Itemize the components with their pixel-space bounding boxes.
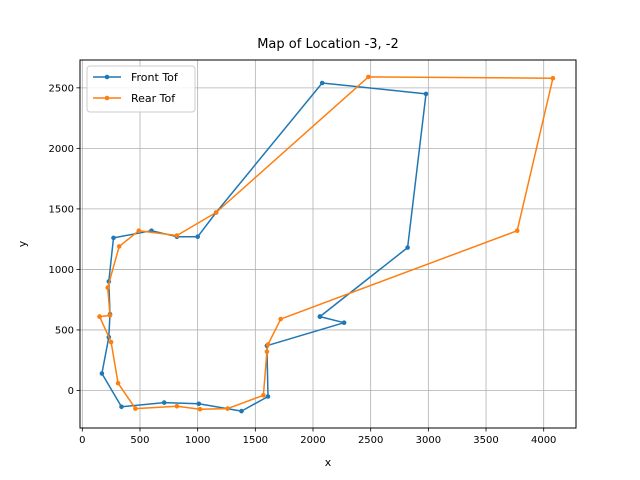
data-point-rear-tof (105, 285, 110, 290)
data-point-rear-tof (174, 233, 180, 238)
data-point-rear-tof (278, 316, 284, 322)
x-tick-label: 2000 (300, 435, 325, 446)
data-point-rear-tof (213, 210, 219, 215)
data-point-front-tof (341, 320, 347, 326)
data-point-front-tof (317, 314, 323, 319)
x-tick-label: 2500 (358, 435, 383, 446)
data-point-front-tof (99, 371, 105, 376)
x-axis-label: x (325, 456, 332, 469)
data-point-rear-tof (174, 403, 180, 409)
data-point-front-tof (423, 91, 429, 97)
data-point-rear-tof (107, 313, 113, 318)
data-point-front-tof (195, 234, 200, 239)
x-tick-label: 0 (79, 435, 85, 446)
axes-frame (79, 59, 577, 429)
legend-label-front-tof: Front Tof (131, 71, 179, 84)
x-tick-label: 1000 (185, 435, 210, 446)
data-point-rear-tof (265, 342, 271, 347)
y-tick-label: 2000 (49, 144, 74, 155)
y-tick-label: 2500 (49, 83, 74, 94)
data-point-front-tof (111, 235, 116, 241)
data-point-rear-tof (197, 406, 203, 412)
data-point-rear-tof (136, 228, 142, 233)
data-point-rear-tof (264, 349, 270, 355)
series-group (97, 74, 556, 414)
data-point-rear-tof (97, 314, 102, 319)
grid (80, 60, 576, 428)
y-tick-label: 500 (55, 325, 74, 336)
data-point-front-tof (405, 245, 410, 250)
data-point-front-tof (161, 400, 167, 405)
data-point-front-tof (239, 408, 244, 414)
legend-marker-rear-tof (104, 95, 110, 101)
data-point-rear-tof (115, 380, 121, 386)
x-tick-label: 3000 (416, 435, 441, 446)
x-tick-label: 4000 (531, 435, 556, 446)
y-axis-label: y (16, 240, 29, 247)
data-point-rear-tof (366, 74, 371, 80)
data-point-front-tof (265, 394, 271, 399)
y-tick-label: 1500 (49, 204, 74, 215)
data-point-rear-tof (225, 406, 230, 411)
legend-marker-front-tof (104, 74, 110, 80)
data-point-rear-tof (108, 339, 114, 345)
x-tick-label: 3500 (473, 435, 498, 446)
data-point-rear-tof (133, 406, 138, 411)
data-point-rear-tof (261, 393, 266, 398)
y-tick-label: 0 (68, 386, 74, 397)
data-point-front-tof (319, 80, 325, 86)
ticks: 0 500 1000 1500 2000 2500 3000 3500 4000 0 500 1000… (49, 83, 557, 446)
data-point-front-tof (196, 401, 202, 407)
y-tick-label: 1000 (49, 265, 74, 276)
data-point-rear-tof (550, 75, 556, 81)
data-point-rear-tof (116, 244, 122, 249)
x-tick-label: 500 (130, 435, 149, 446)
x-tick-label: 1500 (243, 435, 268, 446)
chart-title: Map of Location -3, -2 (257, 37, 399, 52)
data-point-front-tof (119, 404, 124, 410)
legend: Front Tof Rear Tof (86, 65, 196, 113)
data-point-rear-tof (514, 228, 520, 233)
legend-label-rear-tof: Rear Tof (131, 92, 176, 105)
